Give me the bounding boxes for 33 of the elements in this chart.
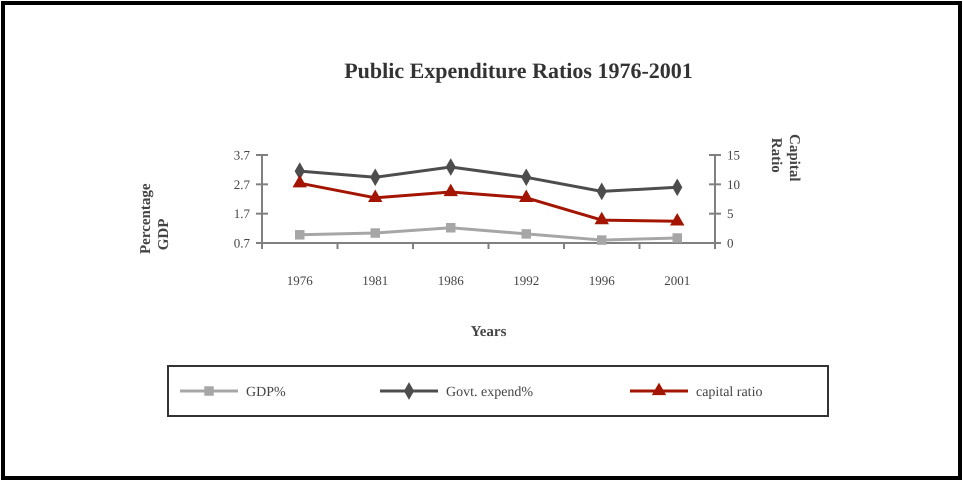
x-tick-label: 1996 [588, 273, 616, 288]
point [295, 230, 304, 240]
y2-tick-label: 0 [727, 236, 734, 251]
point [672, 233, 682, 243]
y2-axis-title: Capital Ratio [768, 134, 802, 182]
x-tick-label: 1981 [362, 273, 388, 288]
y-tick-label: 2.7 [234, 176, 250, 192]
point [594, 212, 609, 224]
point [522, 229, 531, 239]
y2-tick-label: 10 [727, 176, 740, 192]
point [519, 190, 534, 202]
x-tick-label: 1976 [286, 273, 314, 288]
point [292, 174, 307, 188]
point [597, 235, 606, 245]
y-tick-label: 0.7 [234, 236, 250, 251]
y-axis-title: Percentage GDP [138, 183, 172, 254]
y2-tick-label: 15 [727, 148, 740, 163]
x-tick-label: 1986 [438, 273, 464, 288]
x-tick-label: 1992 [513, 273, 540, 288]
point [368, 190, 382, 202]
legend-label: GDP% [246, 384, 286, 400]
point [446, 223, 456, 232]
legend-label: capital ratio [696, 384, 762, 400]
point [670, 212, 684, 226]
point [370, 228, 380, 238]
legend-label: Govt. expend% [446, 384, 534, 400]
y2-tick-label: 5 [727, 206, 734, 222]
x-axis-title: Years [470, 324, 507, 340]
y-tick-label: 3.7 [234, 148, 250, 163]
point [444, 184, 458, 196]
chart-title: Public Expenditure Ratios 1976-2001 [344, 58, 693, 83]
y-tick-label: 1.7 [234, 206, 250, 222]
x-tick-label: 2001 [664, 273, 690, 288]
